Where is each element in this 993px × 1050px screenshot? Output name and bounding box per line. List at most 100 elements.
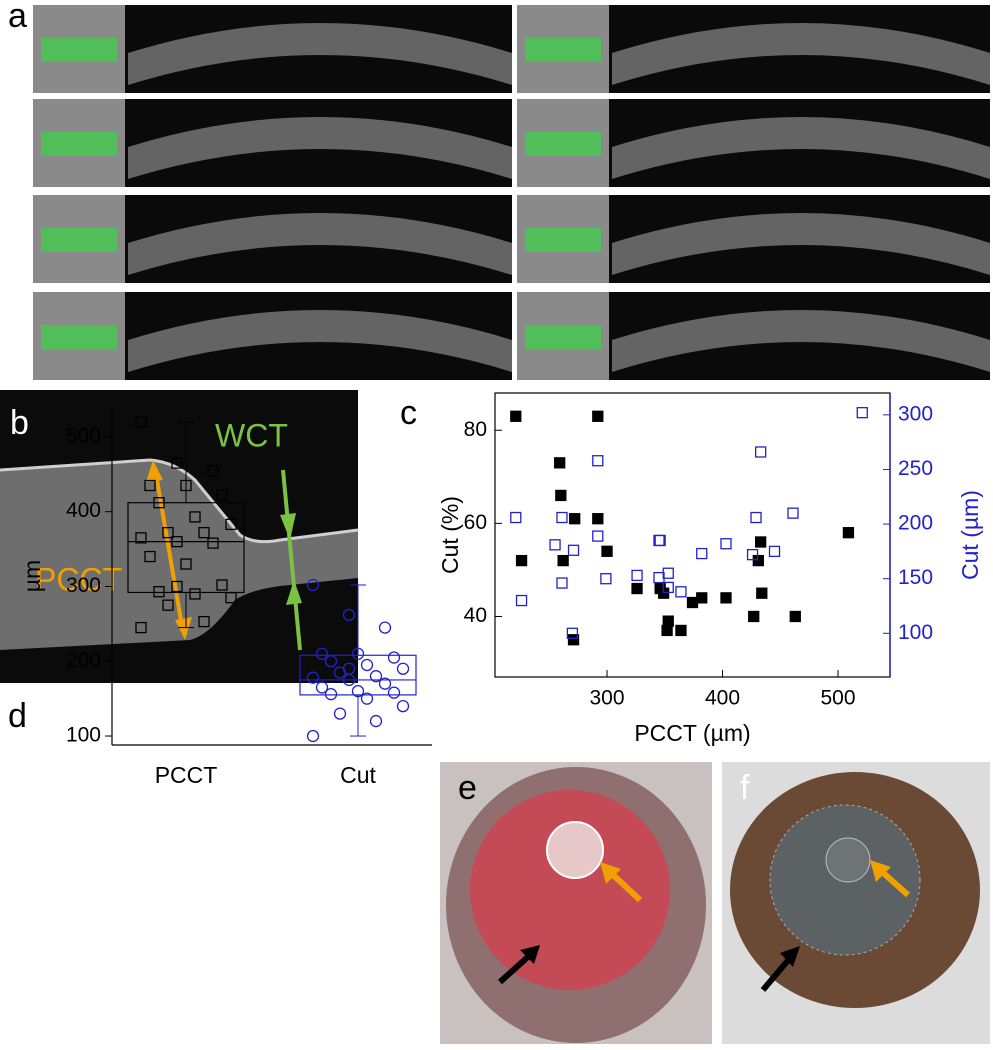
- pcct-label: PCCT: [35, 561, 122, 597]
- point: [351, 685, 365, 698]
- cornea-scan: [612, 23, 990, 85]
- point: [189, 588, 201, 600]
- y2-axis-title: Cut (µm): [957, 490, 983, 580]
- panel-e-image: e: [440, 762, 712, 1044]
- wct-arrow: [281, 469, 302, 651]
- scan-band: [525, 132, 601, 156]
- point: [153, 497, 165, 509]
- arrow-head: [780, 946, 800, 967]
- scan-band: [41, 228, 117, 252]
- point: [360, 658, 374, 672]
- point: [557, 554, 569, 567]
- point: [306, 729, 320, 743]
- point: [662, 567, 674, 579]
- y-axis-title: µm: [19, 560, 45, 592]
- point: [351, 647, 365, 660]
- point: [754, 446, 767, 458]
- point: [387, 651, 401, 664]
- y-tick-label: 100: [66, 724, 101, 747]
- point: [661, 624, 673, 637]
- cornea-edge: [0, 458, 359, 544]
- point: [396, 699, 410, 713]
- arrow-head: [280, 513, 296, 540]
- point: [378, 677, 392, 690]
- y-tick-label: 60: [464, 511, 487, 534]
- box: [299, 654, 417, 696]
- point: [592, 513, 604, 525]
- y-tick-label: 40: [464, 604, 487, 627]
- point: [789, 610, 801, 623]
- cut-circle: [546, 821, 604, 879]
- point: [225, 518, 237, 531]
- cornea-scan: [128, 117, 512, 179]
- point: [696, 547, 708, 560]
- point: [556, 577, 568, 589]
- cut-circle: [825, 837, 871, 883]
- panel-label: b: [10, 404, 29, 442]
- point: [592, 530, 604, 542]
- point: [135, 621, 147, 634]
- point: [396, 662, 410, 675]
- y2-tick-label: 300: [898, 402, 933, 425]
- arrow-head: [175, 617, 192, 640]
- cornea-scan: [612, 213, 990, 275]
- cornea-scan: [128, 213, 512, 275]
- panel-f-image: f: [722, 762, 990, 1044]
- point: [567, 634, 580, 646]
- point: [162, 526, 174, 539]
- point: [675, 624, 687, 637]
- y-tick-label: 80: [464, 418, 487, 441]
- y-tick-label: 500: [66, 424, 101, 447]
- point: [600, 573, 612, 585]
- scan-band: [525, 38, 601, 62]
- panel-label: e: [458, 769, 477, 807]
- point: [662, 615, 674, 627]
- point: [696, 592, 708, 604]
- scan-band: [41, 132, 117, 156]
- point: [515, 554, 528, 567]
- point: [856, 407, 868, 419]
- point: [601, 545, 613, 557]
- point: [369, 714, 383, 728]
- orange-arrow: [878, 867, 910, 898]
- cornea-scan: [128, 310, 512, 372]
- point: [653, 571, 665, 584]
- point: [225, 592, 237, 604]
- point: [510, 511, 522, 524]
- point: [306, 578, 320, 592]
- panel-label: c: [400, 394, 417, 432]
- point: [162, 599, 174, 611]
- arrow-head: [870, 860, 891, 882]
- point: [216, 579, 228, 591]
- point: [135, 416, 147, 428]
- point: [135, 532, 147, 544]
- point: [171, 535, 183, 548]
- point: [631, 582, 643, 595]
- point: [369, 670, 383, 683]
- point: [592, 410, 604, 422]
- point: [198, 615, 210, 628]
- point: [144, 550, 156, 563]
- y2-tick-label: 250: [898, 457, 933, 480]
- point: [748, 610, 760, 623]
- panel-label: a: [8, 0, 27, 35]
- cornea-scan: [612, 117, 990, 179]
- point: [750, 511, 762, 524]
- point: [153, 586, 165, 598]
- x-tick-label: PCCT: [155, 762, 218, 788]
- point: [171, 457, 183, 469]
- panel-label: f: [740, 769, 750, 807]
- point: [556, 511, 568, 524]
- point: [333, 707, 347, 720]
- red-disc: [470, 790, 670, 990]
- point: [555, 489, 567, 502]
- point: [746, 549, 759, 561]
- point: [324, 655, 338, 668]
- y2-tick-label: 150: [898, 566, 933, 589]
- point: [171, 580, 183, 593]
- y2-tick-label: 100: [898, 621, 933, 644]
- point: [387, 686, 401, 699]
- cornea-scan: [128, 23, 512, 85]
- black-arrow: [760, 956, 793, 992]
